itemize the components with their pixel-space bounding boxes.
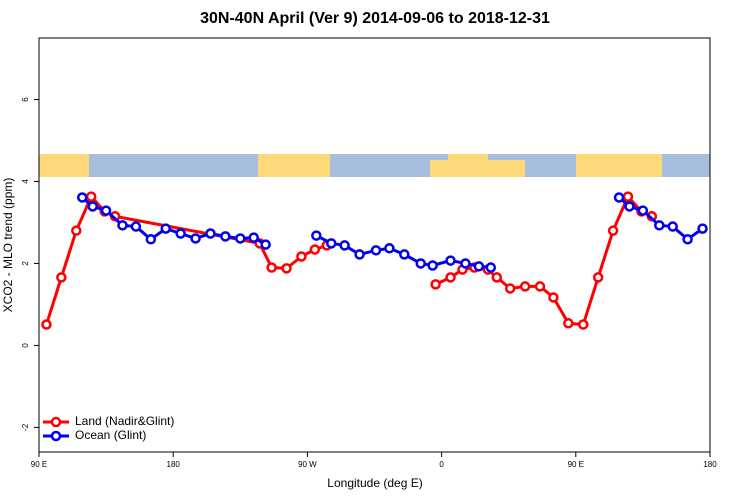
series-point (326, 238, 337, 249)
series-point (311, 230, 322, 241)
series-point (87, 201, 98, 212)
y-tick-label: 6 (21, 97, 30, 102)
series-point (339, 240, 350, 251)
series-point (76, 192, 88, 203)
series-point (100, 205, 112, 216)
series-point (548, 292, 559, 303)
series-point (130, 221, 142, 232)
y-axis-label: XCO2 - MLO trend (ppm) (1, 178, 15, 313)
series-point (637, 205, 649, 216)
series-point (667, 221, 678, 232)
series-point (578, 319, 589, 330)
series-point (71, 225, 82, 236)
legend-label: Land (Nadir&Glint) (75, 414, 174, 428)
series-point (399, 249, 410, 260)
y-tick-label: -2 (21, 423, 30, 431)
series-point (519, 281, 531, 292)
legend-label: Ocean (Glint) (75, 428, 146, 442)
y-tick-label: 0 (21, 343, 30, 348)
series-point (281, 263, 292, 274)
series-point (563, 318, 574, 329)
series-point (613, 192, 625, 203)
series-point (160, 223, 171, 234)
plot-frame (38, 37, 711, 453)
series-point (354, 249, 365, 260)
series-point (491, 272, 503, 283)
legend-swatch-point (50, 430, 62, 442)
series-point (117, 220, 128, 231)
series-point (235, 233, 246, 244)
series-point (445, 272, 456, 283)
series-point (427, 260, 438, 271)
series-point (460, 258, 471, 269)
series-point (624, 201, 635, 212)
y-tick-label: 4 (21, 179, 30, 184)
series-point (473, 261, 485, 272)
series-point (190, 233, 201, 244)
series-point (175, 228, 186, 239)
series-point (85, 191, 97, 202)
series-point (384, 243, 395, 254)
series-point (592, 272, 604, 283)
series-point (430, 279, 441, 290)
series-point (534, 281, 546, 292)
series-point (56, 272, 67, 283)
series-point (41, 319, 52, 330)
series-point (607, 225, 619, 236)
series-point (296, 251, 307, 262)
series-point (682, 234, 693, 245)
series-point (370, 245, 382, 256)
series-point (485, 262, 497, 273)
series-point (504, 283, 516, 294)
x-tick-label: 90 E (568, 460, 584, 469)
x-tick-label: 180 (167, 460, 181, 469)
series-point (697, 223, 708, 234)
x-tick-label: 90 W (298, 460, 317, 469)
x-tick-label: 180 (703, 460, 717, 469)
x-tick-label: 0 (439, 460, 444, 469)
series-line (45, 193, 653, 327)
series-point (445, 255, 456, 266)
y-tick-label: 2 (21, 261, 30, 266)
series-point (145, 234, 157, 245)
legend-swatch-point (50, 416, 62, 428)
series-point (260, 239, 271, 250)
series-point (220, 231, 231, 242)
series-point (248, 232, 259, 243)
series-point (654, 220, 665, 231)
map-strip (39, 154, 710, 177)
x-axis-label: Longitude (deg E) (327, 476, 422, 490)
series-point (622, 191, 634, 202)
x-tick-label: 90 E (31, 460, 47, 469)
series-point (205, 228, 216, 239)
chart-title: 30N-40N April (Ver 9) 2014-09-06 to 2018… (200, 10, 550, 27)
series-point (309, 244, 321, 255)
series-point (266, 262, 277, 273)
series-point (415, 258, 426, 269)
